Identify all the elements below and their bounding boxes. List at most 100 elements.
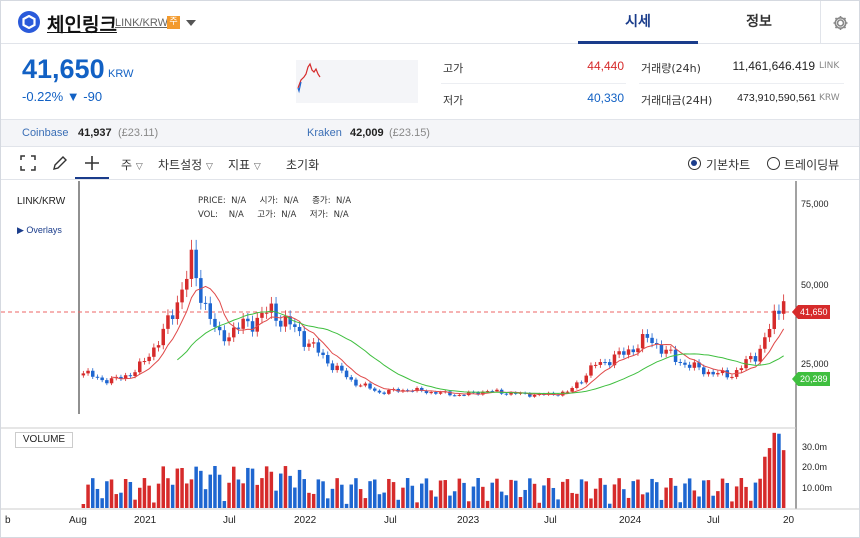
volume-bar — [236, 479, 241, 508]
exchange-ref: (£23.11) — [118, 127, 159, 139]
candle-body — [387, 390, 391, 394]
price-tick: 75,000 — [801, 199, 829, 209]
exchange-name[interactable]: Kraken — [307, 127, 342, 139]
candle-body — [617, 351, 621, 355]
candle-body — [452, 395, 457, 397]
tab-info[interactable]: 정보 — [746, 14, 772, 30]
volume-bar — [368, 481, 372, 508]
volume-bar — [194, 466, 198, 508]
coin-select-chevron-down-icon[interactable] — [186, 20, 196, 26]
candle-body — [485, 391, 490, 393]
chart-settings-menu[interactable]: 차트설정 ▽ — [158, 156, 213, 173]
volume-bar — [565, 479, 570, 508]
volume-bar — [753, 482, 758, 508]
basic-chart-radio[interactable] — [688, 157, 701, 170]
fullscreen-icon[interactable] — [20, 154, 36, 172]
exchange-name[interactable]: Coinbase — [22, 127, 69, 139]
volume-bar — [589, 498, 593, 508]
tradingview-radio[interactable] — [767, 157, 780, 170]
candle-body — [199, 278, 203, 303]
indicator-menu[interactable]: 지표 ▽ — [228, 156, 261, 173]
volume-bar — [579, 479, 584, 508]
volume-unit: LINK — [819, 61, 840, 71]
volume-bar — [711, 495, 715, 508]
candle-body — [147, 356, 151, 362]
candle-body — [640, 334, 645, 349]
candle-body — [382, 392, 386, 394]
candle-body — [279, 320, 283, 327]
candle-body — [358, 385, 363, 387]
volume-bar — [683, 483, 687, 508]
volume-bar — [330, 488, 335, 508]
tab-quote[interactable]: 시세 — [578, 1, 698, 44]
volume-bar — [561, 481, 565, 508]
volume-bar — [161, 466, 165, 508]
volume-tick: 20.0m — [802, 462, 828, 472]
overlays-toggle[interactable]: ▶ Overlays — [17, 225, 62, 235]
volume-bar — [532, 483, 537, 508]
candle-body — [302, 331, 306, 347]
tradingview-label[interactable]: 트레이딩뷰 — [784, 158, 840, 172]
time-tick: Jul — [544, 515, 557, 526]
volume-bar — [692, 490, 697, 508]
coin-name[interactable]: 체인링크 — [47, 14, 117, 36]
volume-bar — [734, 486, 739, 508]
chart-canvas[interactable] — [1, 181, 859, 537]
volume-bar — [264, 466, 269, 508]
volume-bar — [123, 479, 128, 508]
volume-bar — [217, 474, 222, 508]
volume-bar — [443, 480, 447, 508]
exchange-ref: (£23.15) — [389, 127, 430, 139]
volume-bar — [358, 489, 363, 508]
time-tick: 2021 — [134, 515, 157, 526]
candle-body — [335, 365, 339, 371]
volume-bar — [716, 491, 720, 508]
volume-bar — [631, 481, 635, 508]
candle-body — [565, 391, 570, 393]
candle-body — [260, 312, 264, 318]
volume-bar — [636, 479, 640, 508]
gear-icon[interactable] — [820, 1, 859, 44]
volume-bar — [551, 487, 556, 508]
candle-body — [490, 391, 494, 393]
price-chart[interactable]: LINK/KRW ▶ Overlays PRICE: N/A 시가: N/A 종… — [1, 181, 859, 537]
volume-tick: 30.0m — [802, 442, 828, 452]
candle-body — [368, 383, 372, 389]
volume-bar — [509, 479, 513, 508]
candle-body — [509, 392, 513, 395]
volume-bar — [452, 491, 457, 508]
volume-bar — [767, 448, 772, 508]
candle-body — [255, 317, 259, 332]
candle-body — [222, 330, 227, 342]
candle-body — [575, 382, 579, 388]
candle-body — [767, 328, 772, 338]
candle-body — [622, 351, 626, 355]
time-tick: b — [5, 515, 11, 526]
basic-chart-label[interactable]: 기본차트 — [706, 158, 751, 172]
volume-bar — [415, 502, 419, 508]
volume-bar — [321, 481, 325, 508]
candle-body — [495, 389, 499, 392]
volume-bar — [297, 469, 302, 508]
coin-pair[interactable]: LINK/KRW — [115, 17, 168, 29]
candle-body — [593, 364, 598, 366]
period-select[interactable]: 주 ▽ — [121, 156, 143, 173]
price-change: -0.22% ▼ -90 — [22, 89, 103, 104]
volume-bar — [354, 478, 358, 508]
crosshair-tool[interactable] — [75, 148, 109, 179]
reset-button[interactable]: 초기화 — [286, 158, 320, 172]
candle-body — [462, 394, 466, 396]
volume-bar — [274, 490, 278, 508]
candle-body — [396, 388, 400, 392]
volume-bar — [420, 483, 424, 508]
volume-bar — [781, 450, 786, 508]
chevron-down-icon: ▽ — [135, 162, 143, 172]
volume-bar — [608, 503, 612, 508]
candle-body — [702, 367, 706, 375]
volume-bar — [349, 484, 353, 508]
pencil-icon[interactable] — [51, 154, 69, 172]
candle-body — [133, 372, 137, 377]
candle-body — [293, 324, 297, 327]
candle-body — [706, 371, 711, 375]
candle-body — [687, 364, 692, 368]
